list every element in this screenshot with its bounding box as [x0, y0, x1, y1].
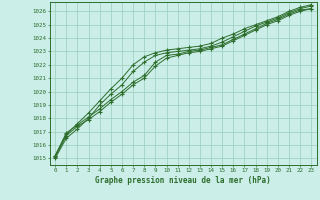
X-axis label: Graphe pression niveau de la mer (hPa): Graphe pression niveau de la mer (hPa): [95, 176, 271, 185]
